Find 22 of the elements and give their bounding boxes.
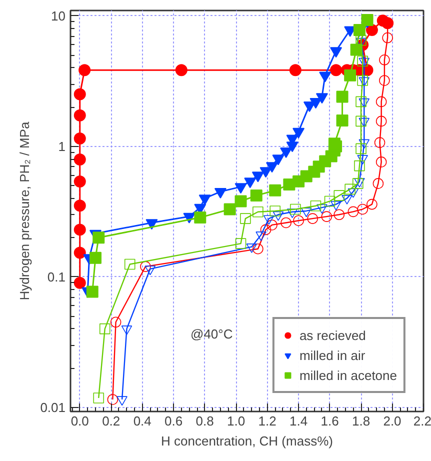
x-axis-title: H concentration, CH (mass%) [161,434,333,448]
legend-label: milled in air [299,348,366,362]
x-tick-label: 0.8 [196,414,214,428]
y-tick-label: 0.1 [47,269,66,284]
annotation: @40°C [190,326,233,342]
y-tick-label: 0.01 [40,400,66,415]
x-tick-label: 2.2 [413,414,431,428]
legend-label: milled in acetone [299,368,397,382]
x-tick-label: 0.6 [164,414,183,428]
x-tick-label: 0.0 [70,414,89,428]
x-tick-label: 1.8 [352,414,370,428]
y-tick-label: 1 [58,138,66,154]
x-tick-label: 0.2 [102,414,120,428]
x-tick-label: 1.6 [320,414,339,428]
x-tick-label: 1.4 [290,414,308,428]
y-tick-label: 10 [51,8,66,24]
x-tick-label: 1.2 [258,414,276,428]
x-tick-label: 0.4 [133,414,152,428]
y-axis-title: Hydrogen pressure, PH₂ / MPa [17,121,32,300]
legend-label: as recieved [299,328,366,342]
x-tick-label: 1.0 [227,414,246,428]
x-tick-label: 2.0 [383,414,402,428]
